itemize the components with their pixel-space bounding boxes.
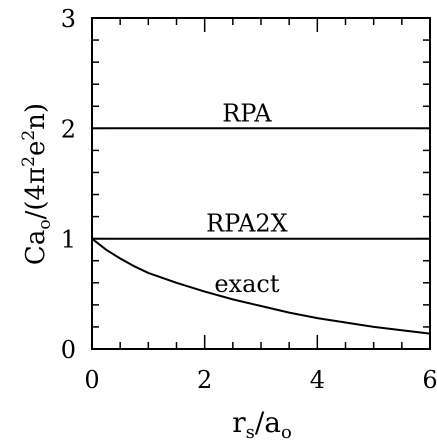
x-tick-label: 4: [310, 366, 325, 394]
x-tick-label: 0: [84, 366, 99, 394]
series-line-exact: [91, 237, 431, 335]
plot-frame: [91, 17, 431, 350]
tick-labels: 0 2 4 6 0 1 2 3: [61, 5, 437, 394]
x-tick-label: 2: [197, 366, 212, 394]
x-axis-title: rs/ao: [232, 406, 292, 442]
x-tick-label: 6: [422, 366, 437, 394]
series-labels: RPA RPA2X exact: [206, 99, 288, 298]
series-lines: [91, 127, 431, 335]
series-label-rpa: RPA: [222, 99, 272, 127]
y-tick-label: 3: [61, 5, 76, 33]
y-tick-label: 0: [61, 336, 76, 364]
y-axis-title: Cao/(4π2e2n): [19, 103, 55, 265]
series-label-exact: exact: [214, 270, 279, 298]
y-tick-label: 2: [61, 115, 76, 143]
y-tick-label: 1: [61, 226, 76, 254]
series-label-rpa2x: RPA2X: [206, 210, 288, 238]
axis-ticks: [91, 17, 431, 350]
